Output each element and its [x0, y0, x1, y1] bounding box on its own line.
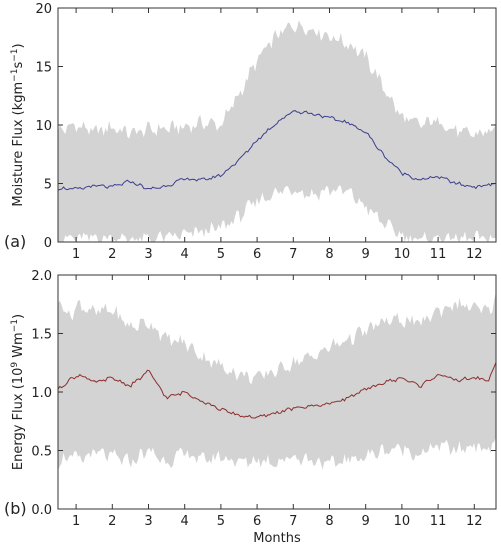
- panel-a-ylabel: Moisture Flux (kgm−1s−1): [10, 43, 26, 206]
- panel-a-band-group: [58, 20, 496, 242]
- panel-a-line-group: [57, 110, 497, 191]
- panel-b-xlabel: Months: [253, 531, 301, 546]
- panel-b-xtick-label: 4: [181, 514, 189, 529]
- panel-b-xtick-label: 1: [72, 514, 80, 529]
- panel-a-xtick-label: 3: [144, 247, 152, 262]
- panel-a-ylabel-main: Moisture Flux (kgm: [11, 82, 26, 207]
- panel-a-spread-band: [58, 20, 496, 242]
- panel-a-xtick-label: 11: [430, 247, 447, 262]
- panel-b-xtick-label: 3: [144, 514, 152, 529]
- panel-a-xtick-label: 1: [72, 247, 80, 262]
- panel-b-xtick-label: 12: [466, 514, 483, 529]
- panel-a-xtick-label: 2: [108, 247, 116, 262]
- panel-a-ytick-label: 0: [44, 236, 52, 251]
- panel-a-ytick-label: 15: [35, 61, 52, 76]
- panel-a-ytick-label: 5: [44, 178, 52, 193]
- panel-b: 1 2 3 4 5 6 7 8 9 10 11 12 0.00.51.01.52.0 Energy F…: [4, 269, 497, 546]
- panel-a-xtick-label: 4: [181, 247, 189, 262]
- panel-b-ylabel-end: ): [11, 314, 26, 319]
- panel-a-xtick-label: 5: [217, 247, 225, 262]
- panel-b-band-group: [58, 292, 496, 471]
- panel-a-mean-line: [57, 110, 497, 191]
- panel-a-ylabel-mid: s: [11, 62, 26, 69]
- panel-b-ylabel-mid: Wm: [11, 332, 26, 362]
- panel-a-label: (a): [4, 232, 26, 251]
- panel-b-ytick-label: 1.5: [31, 328, 52, 343]
- panel-b-yticks: 0.0 0.5 1.0 1.5 2.0: [31, 269, 496, 518]
- panel-b-xtick-label: 6: [253, 514, 261, 529]
- panel-a-xtick-label: 6: [253, 247, 261, 262]
- panel-a-xticks: 1 2 3 4 5 6 7 8 9 10 11 12: [72, 8, 483, 262]
- panel-a-xtick-label: 8: [325, 247, 333, 262]
- panel-b-ytick-label: 1.0: [31, 386, 52, 401]
- panel-a-ylabel-end: ): [11, 43, 26, 48]
- panel-a-ytick-label: 10: [35, 119, 52, 134]
- panel-b-xtick-label: 2: [108, 514, 116, 529]
- panel-b-ylabel-sup1: 9: [10, 362, 20, 368]
- panel-a-xtick-label: 12: [466, 247, 483, 262]
- panel-a-ylabel-sup2: −1: [10, 48, 20, 61]
- panel-b-mean-line: [57, 362, 497, 419]
- panel-b-label: (b): [4, 499, 27, 518]
- panel-a-ytick-label: 20: [35, 2, 52, 17]
- panel-b-ylabel-main: Energy Flux (10: [11, 368, 26, 470]
- panel-b-xtick-label: 11: [430, 514, 447, 529]
- panel-b-xtick-label: 8: [325, 514, 333, 529]
- panel-a-yticks: 0 5 10 15 20: [35, 2, 496, 251]
- panel-a-ylabel-sup1: −1: [10, 69, 20, 82]
- panel-b-ytick-label: 0.0: [31, 503, 52, 518]
- panel-a-xtick-label: 10: [394, 247, 411, 262]
- panel-b-xtick-label: 7: [289, 514, 297, 529]
- panel-b-ylabel-sup2: −1: [10, 319, 20, 332]
- panel-b-ytick-label: 0.5: [31, 445, 52, 460]
- panel-b-xtick-label: 9: [362, 514, 370, 529]
- panel-a-xtick-label: 9: [362, 247, 370, 262]
- panel-b-xtick-label: 5: [217, 514, 225, 529]
- panel-b-spread-band: [58, 292, 496, 471]
- panel-b-line-group: [57, 362, 497, 419]
- panel-b-xtick-label: 10: [394, 514, 411, 529]
- panel-a-xtick-label: 7: [289, 247, 297, 262]
- panel-b-ytick-label: 2.0: [31, 269, 52, 284]
- panel-b-ylabel: Energy Flux (109 Wm−1): [10, 314, 26, 470]
- panel-b-xticks: 1 2 3 4 5 6 7 8 9 10 11 12: [72, 275, 483, 529]
